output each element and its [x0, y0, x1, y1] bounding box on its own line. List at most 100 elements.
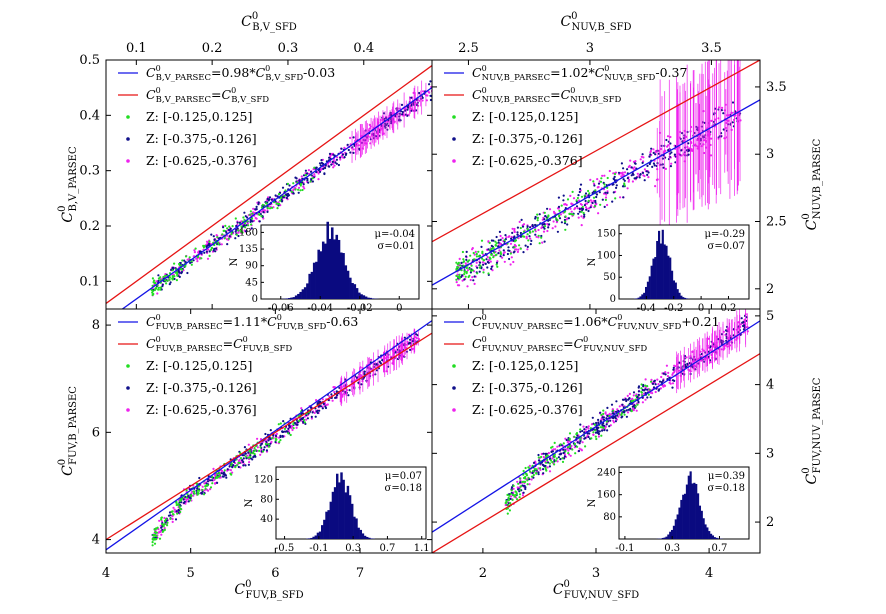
y-tick-label: 4	[92, 533, 100, 548]
scatter-point	[289, 433, 292, 437]
scatter-point	[385, 370, 388, 373]
scatter-point	[671, 382, 675, 385]
scatter-point	[272, 434, 275, 437]
scatter-point	[284, 189, 287, 192]
scatter-point	[299, 189, 302, 192]
scatter-point	[513, 227, 516, 231]
scatter-point	[281, 434, 284, 438]
scatter-point	[495, 261, 499, 264]
scatter-point	[466, 269, 469, 272]
scatter-point	[629, 159, 632, 162]
legend-dot-swatch	[452, 137, 456, 141]
legend-sub2: FUV,NUV_SFD	[617, 322, 681, 332]
scatter-point	[539, 468, 542, 471]
scatter-point	[470, 264, 473, 267]
scatter-point	[600, 413, 603, 416]
scatter-point	[165, 518, 168, 521]
scatter-point	[293, 421, 296, 425]
scatter-point	[601, 174, 604, 177]
scatter-point	[612, 419, 615, 422]
scatter-point	[669, 165, 673, 168]
scatter-point	[563, 203, 566, 206]
scatter-point	[644, 398, 647, 401]
scatter-point	[529, 237, 532, 240]
scatter-point	[581, 441, 584, 444]
scatter-point	[526, 483, 529, 486]
scatter-point	[271, 437, 274, 440]
scatter-point	[562, 199, 565, 202]
scatter-point	[243, 446, 246, 449]
scatter-point	[547, 461, 550, 464]
legend-sup: 0	[156, 313, 161, 322]
scatter-point	[580, 210, 583, 213]
scatter-point	[640, 391, 644, 394]
scatter-point	[151, 538, 154, 541]
scatter-point	[263, 446, 266, 449]
scatter-point	[513, 240, 517, 243]
scatter-point	[242, 216, 245, 219]
legend-dot-swatch	[126, 386, 130, 390]
scatter-point	[295, 426, 298, 429]
scatter-point	[230, 464, 233, 467]
scatter-point	[525, 235, 528, 238]
scatter-point	[251, 212, 254, 215]
scatter-point	[410, 96, 413, 99]
hist-bar	[326, 221, 330, 299]
scatter-point	[463, 273, 466, 276]
scatter-point	[237, 229, 240, 232]
x-tick-label: 2	[479, 566, 487, 581]
scatter-point	[506, 512, 509, 515]
scatter-point	[538, 213, 541, 216]
scatter-point	[315, 171, 318, 174]
hist-bar	[700, 510, 703, 539]
scatter-point	[606, 191, 609, 194]
scatter-point	[630, 174, 633, 177]
scatter-point	[346, 143, 349, 146]
scatter-point	[210, 248, 213, 251]
scatter-point	[519, 235, 523, 238]
scatter-point	[226, 243, 229, 246]
scatter-point	[518, 493, 522, 496]
scatter-point	[524, 244, 527, 247]
scatter-point	[151, 277, 154, 280]
scatter-point	[302, 185, 305, 188]
scatter-point	[249, 452, 252, 455]
scatter-point	[592, 182, 596, 185]
scatter-point	[339, 158, 342, 161]
scatter-point	[635, 394, 638, 397]
scatter-point	[666, 375, 670, 378]
scatter-point	[239, 457, 243, 460]
scatter-point	[531, 230, 535, 233]
scatter-point	[151, 290, 154, 293]
fit-line	[432, 99, 760, 286]
scatter-point	[187, 498, 190, 501]
y-axis-label-main: C	[804, 219, 820, 230]
hist-bar	[708, 531, 711, 539]
scatter-point	[626, 177, 630, 180]
scatter-point	[530, 478, 533, 481]
scatter-point	[466, 285, 469, 288]
scatter-point	[612, 191, 615, 194]
scatter-point	[382, 112, 386, 115]
scatter-point	[262, 448, 265, 451]
inset-y-axis-label: N	[587, 257, 598, 266]
scatter-point	[154, 282, 157, 285]
scatter-point	[304, 169, 307, 172]
scatter-point	[422, 90, 425, 93]
scatter-point	[349, 136, 352, 139]
legend-sub: FUV,B_PARSEC	[156, 322, 223, 332]
scatter-point	[509, 252, 512, 255]
scatter-point	[404, 109, 407, 112]
scatter-point	[266, 207, 269, 210]
scatter-point	[455, 281, 458, 284]
scatter-point	[163, 528, 166, 532]
scatter-point	[626, 168, 629, 171]
scatter-point	[580, 215, 583, 218]
legend-c: C	[146, 314, 156, 329]
y-tick-label: 4	[766, 378, 774, 393]
scatter-point	[165, 282, 168, 285]
scatter-point	[654, 153, 657, 156]
scatter-point	[160, 526, 163, 529]
x-axis-label: C0 NUV,B_SFD	[560, 11, 631, 33]
